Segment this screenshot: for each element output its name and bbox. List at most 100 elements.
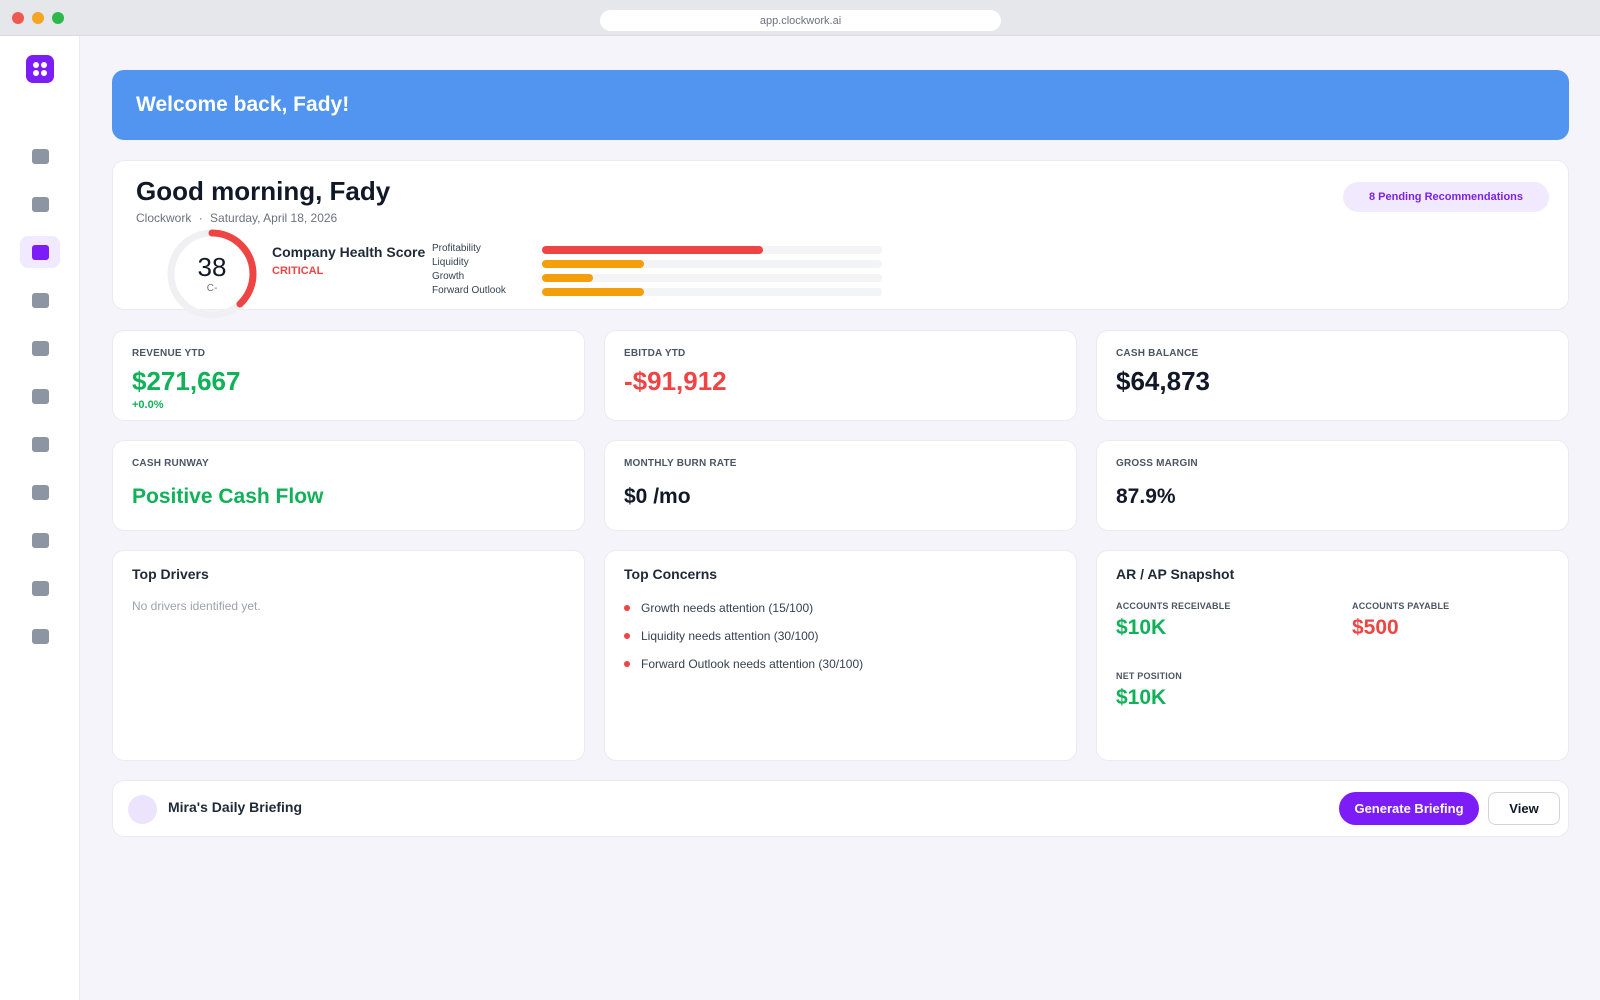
burn-rate-label: MONTHLY BURN RATE xyxy=(624,458,737,469)
concern-text: Forward Outlook needs attention (30/100) xyxy=(641,657,864,671)
revenue-change: +0.0% xyxy=(132,399,164,411)
metric-fill xyxy=(542,246,763,254)
cash-balance-value: $64,873 xyxy=(1116,366,1210,396)
sidebar-nav-item[interactable] xyxy=(20,380,60,412)
burn-rate-card: MONTHLY BURN RATE $0 /mo xyxy=(604,440,1077,531)
separator-dot: · xyxy=(198,211,203,225)
cash-runway-card: CASH RUNWAY Positive Cash Flow xyxy=(112,440,585,531)
metric-bar-growth xyxy=(542,274,882,282)
metric-label-growth: Growth xyxy=(432,271,465,282)
sidebar-nav-item[interactable] xyxy=(20,476,60,508)
sidebar-nav-item[interactable] xyxy=(20,140,60,172)
concern-item: Growth needs attention (15/100) xyxy=(624,601,813,615)
cash-runway-value: Positive Cash Flow xyxy=(132,485,324,508)
arap-title: AR / AP Snapshot xyxy=(1116,566,1235,582)
ebitda-ytd-label: EBITDA YTD xyxy=(624,348,686,359)
current-date: Saturday, April 18, 2026 xyxy=(210,211,338,225)
nav-icon xyxy=(31,340,49,356)
nav-icon xyxy=(31,244,49,260)
revenue-ytd-value: $271,667 xyxy=(132,366,241,396)
revenue-ytd-card: REVENUE YTD $271,667 +0.0% xyxy=(112,330,585,421)
metric-fill xyxy=(542,288,644,296)
sidebar-nav-item[interactable] xyxy=(20,236,60,268)
accounts-receivable-value: $10K xyxy=(1116,616,1167,639)
sidebar-nav-item[interactable] xyxy=(20,572,60,604)
top-concerns-title: Top Concerns xyxy=(624,566,718,582)
pending-recommendations-badge[interactable]: 8 Pending Recommendations xyxy=(1342,182,1549,212)
sidebar-nav-item[interactable] xyxy=(20,188,60,220)
cash-balance-label: CASH BALANCE xyxy=(1116,348,1199,359)
ebitda-ytd-value: -$91,912 xyxy=(624,366,727,396)
accounts-payable-label: ACCOUNTS PAYABLE xyxy=(1352,601,1450,611)
revenue-ytd-label: REVENUE YTD xyxy=(132,348,206,359)
health-score-grade: C- xyxy=(206,283,218,294)
company-name: Clockwork xyxy=(136,211,192,225)
minimize-window-button[interactable] xyxy=(32,12,44,24)
concern-text: Growth needs attention (15/100) xyxy=(641,601,814,615)
health-status-badge: CRITICAL xyxy=(272,265,324,277)
sidebar-nav-item[interactable] xyxy=(20,332,60,364)
metric-fill xyxy=(542,274,593,282)
drivers-empty-state: No drivers identified yet. xyxy=(132,599,261,613)
ebitda-ytd-card: EBITDA YTD -$91,912 xyxy=(604,330,1077,421)
concern-item: Liquidity needs attention (30/100) xyxy=(624,629,818,643)
nav-icon xyxy=(31,580,49,596)
cash-runway-label: CASH RUNWAY xyxy=(132,458,209,469)
sidebar xyxy=(0,36,80,1000)
generate-briefing-button[interactable]: Generate Briefing xyxy=(1339,792,1479,825)
welcome-text: Welcome back, Fady! xyxy=(136,93,350,116)
gross-margin-label: GROSS MARGIN xyxy=(1116,458,1198,469)
welcome-banner: Welcome back, Fady! xyxy=(112,70,1569,140)
metric-label-forward-outlook: Forward Outlook xyxy=(432,285,506,296)
gross-margin-card: GROSS MARGIN 87.9% xyxy=(1096,440,1569,531)
concern-item: Forward Outlook needs attention (30/100) xyxy=(624,657,863,671)
concern-text: Liquidity needs attention (30/100) xyxy=(641,629,819,643)
arap-snapshot-card: AR / AP Snapshot ACCOUNTS RECEIVABLE $10… xyxy=(1096,550,1569,761)
top-drivers-title: Top Drivers xyxy=(132,566,209,582)
sidebar-nav-item[interactable] xyxy=(20,524,60,556)
metric-label-profitability: Profitability xyxy=(432,243,481,254)
maximize-window-button[interactable] xyxy=(52,12,64,24)
sidebar-nav-item[interactable] xyxy=(20,428,60,460)
gross-margin-value: 87.9% xyxy=(1116,485,1176,508)
browser-chrome: app.clockwork.ai xyxy=(0,0,1600,36)
nav-icon xyxy=(31,148,49,164)
accounts-payable-value: $500 xyxy=(1352,616,1399,639)
top-drivers-card: Top Drivers No drivers identified yet. xyxy=(112,550,585,761)
nav-icon xyxy=(31,196,49,212)
app-logo-icon[interactable] xyxy=(26,55,54,83)
gauge-score-arc xyxy=(167,229,257,319)
address-bar[interactable]: app.clockwork.ai xyxy=(600,10,1001,31)
metric-bar-liquidity xyxy=(542,260,882,268)
nav-icon xyxy=(31,628,49,644)
close-window-button[interactable] xyxy=(12,12,24,24)
gauge-ring-icon xyxy=(167,229,257,319)
net-position-label: NET POSITION xyxy=(1116,671,1182,681)
health-score-value: 38 xyxy=(197,252,227,282)
accounts-receivable-label: ACCOUNTS RECEIVABLE xyxy=(1116,601,1231,611)
nav-icon xyxy=(31,292,49,308)
briefing-title: Mira's Daily Briefing xyxy=(168,799,303,815)
metric-fill xyxy=(542,260,644,268)
sidebar-nav-item[interactable] xyxy=(20,620,60,652)
metric-bar-forward-outlook xyxy=(542,288,882,296)
health-score-gauge: 38 C- xyxy=(166,228,258,320)
cash-balance-card: CASH BALANCE $64,873 xyxy=(1096,330,1569,421)
nav-icon xyxy=(31,388,49,404)
metric-bar-profitability xyxy=(542,246,882,254)
view-briefing-button[interactable]: View xyxy=(1488,792,1560,825)
bullet-icon xyxy=(624,605,630,611)
bullet-icon xyxy=(624,633,630,639)
nav-icon xyxy=(31,484,49,500)
health-score-title: Company Health Score xyxy=(272,244,426,260)
bullet-icon xyxy=(624,661,630,667)
burn-rate-value: $0 /mo xyxy=(624,485,691,508)
top-concerns-card: Top Concerns Growth needs attention (15/… xyxy=(604,550,1077,761)
company-date-line: Clockwork · Saturday, April 18, 2026 xyxy=(136,211,337,225)
greeting-title: Good morning, Fady xyxy=(136,176,391,206)
mira-avatar xyxy=(128,795,157,824)
daily-briefing-bar: Mira's Daily Briefing Generate Briefing … xyxy=(112,780,1569,837)
health-card: Good morning, Fady Clockwork · Saturday,… xyxy=(112,160,1569,319)
sidebar-nav-item[interactable] xyxy=(20,284,60,316)
net-position-value: $10K xyxy=(1116,686,1167,709)
